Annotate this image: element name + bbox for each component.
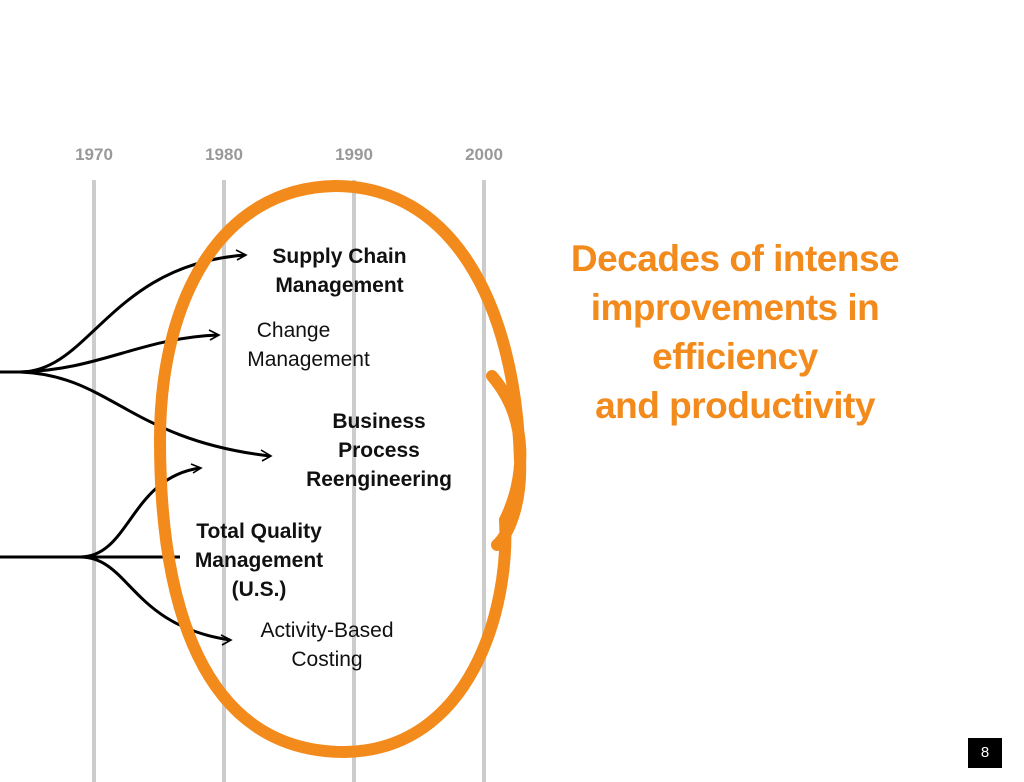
highlight-oval	[153, 179, 527, 759]
arrowhead-change-management	[208, 329, 221, 341]
upper-arrowheads	[208, 249, 273, 462]
headline-line: and productivity	[595, 385, 875, 426]
label-activity-based-costing: Activity-Based Costing	[237, 616, 417, 674]
label-total-quality-management: Total Quality Management (U.S.)	[180, 517, 338, 604]
label-line: Management	[194, 549, 324, 572]
label-line: Activity-Based	[260, 619, 394, 642]
year-2000: 2000	[465, 145, 503, 164]
label-line: Supply Chain	[272, 245, 407, 268]
label-line: Reengineering	[306, 468, 452, 491]
branch-abc	[0, 555, 231, 642]
label-line: Change	[256, 319, 331, 342]
year-1970: 1970	[75, 145, 113, 164]
headline: Decades of intense improvements in effic…	[540, 234, 930, 430]
headline-line: improvements in	[590, 287, 880, 328]
label-line: Total Quality	[196, 520, 322, 543]
label-supply-chain-management: Supply Chain Management	[252, 242, 427, 300]
label-line: Business	[332, 410, 426, 433]
label-line: Process	[338, 439, 420, 462]
page-number: 8	[968, 738, 1002, 768]
label-business-process-reengineering: Business Process Reengineering	[294, 407, 464, 494]
label-line: Costing	[291, 648, 363, 671]
arrowhead-supply-chain	[235, 249, 248, 261]
year-1990: 1990	[335, 145, 373, 164]
upper-branches	[0, 253, 271, 458]
label-line: Management	[247, 348, 370, 371]
label-change-management: Change Management	[226, 316, 391, 374]
arrowhead-abc	[220, 634, 233, 646]
headline-line: efficiency	[652, 336, 818, 377]
label-line: Management	[275, 274, 404, 297]
year-1980: 1980	[205, 145, 243, 164]
label-line: (U.S.)	[231, 578, 287, 601]
lower-arrowheads	[190, 463, 233, 646]
highlight-oval-loop	[153, 179, 527, 759]
headline-line: Decades of intense	[570, 238, 900, 279]
arrowhead-tqm-upper	[190, 463, 203, 474]
lower-branches	[0, 466, 231, 642]
branch-change-management	[0, 333, 219, 374]
arrowhead-bpr	[260, 449, 273, 462]
branch-bpr	[0, 370, 271, 458]
